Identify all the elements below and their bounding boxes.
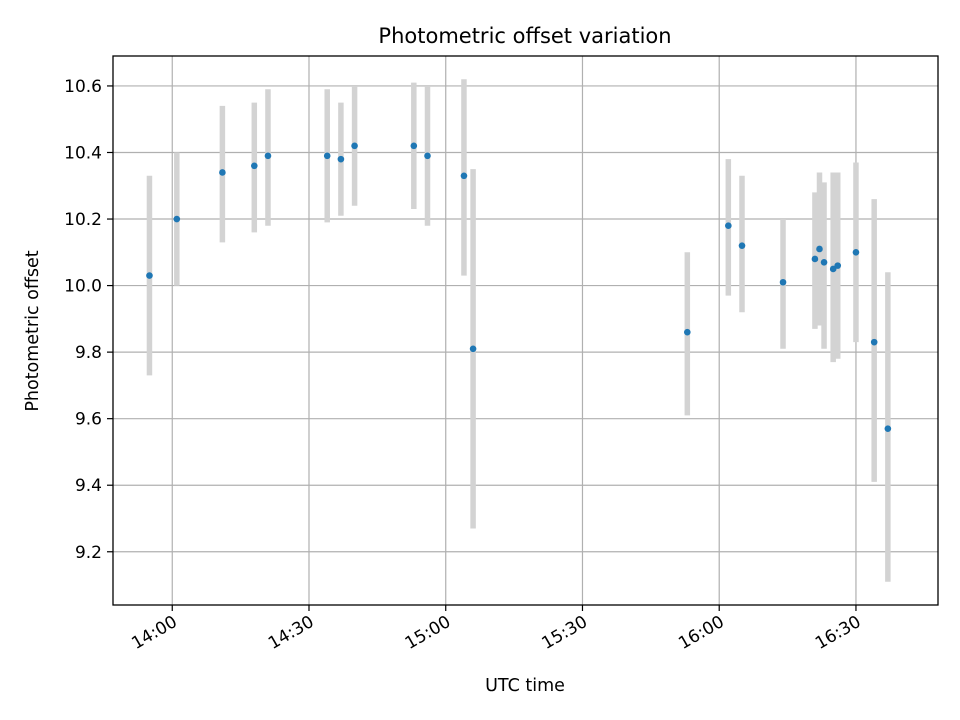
data-point [738, 242, 746, 249]
data-point [779, 278, 787, 286]
plot-frame [112, 55, 939, 606]
y-tick-label: 9.6 [75, 410, 102, 430]
data-point [424, 152, 431, 160]
data-point [870, 338, 878, 346]
data-point [323, 152, 331, 160]
y-tick-label: 10.6 [64, 77, 102, 97]
data-point [250, 162, 258, 170]
y-tick-label: 10.0 [64, 277, 102, 297]
data-point [684, 328, 691, 336]
data-point [337, 155, 345, 163]
y-axis-label: Photometric offset [23, 250, 43, 411]
data-point [460, 172, 468, 180]
data-point [264, 152, 272, 160]
data-points [146, 142, 892, 432]
chart-title: Photometric offset variation [378, 24, 671, 48]
data-point [834, 262, 842, 269]
data-point [820, 258, 828, 266]
y-tick-label: 9.2 [75, 543, 102, 563]
data-point [146, 272, 153, 279]
data-point [811, 255, 819, 263]
data-point [410, 142, 418, 150]
data-point [725, 222, 732, 229]
data-point [469, 345, 477, 353]
data-point [829, 265, 837, 273]
y-tick-label: 9.8 [75, 343, 102, 363]
x-axis-label: UTC time [485, 676, 565, 696]
data-point [816, 245, 823, 253]
y-tick-label: 10.2 [64, 210, 102, 230]
data-point [852, 249, 860, 256]
data-point [219, 169, 226, 176]
y-tick-label: 9.4 [75, 476, 102, 496]
data-point [351, 142, 358, 150]
data-point [884, 425, 892, 432]
data-point [173, 215, 181, 223]
y-tick-label: 10.4 [64, 143, 102, 163]
